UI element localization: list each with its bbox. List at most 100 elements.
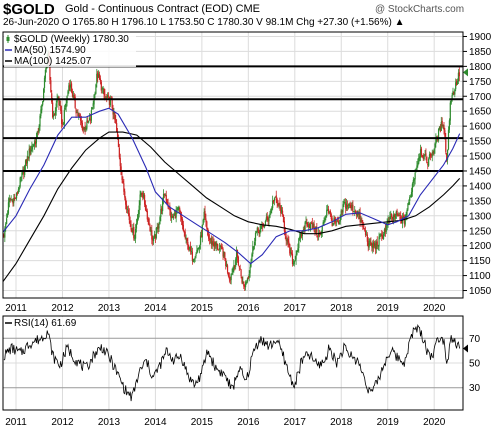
candle-body (419, 156, 421, 159)
price-panel-frame (2, 31, 464, 299)
candle-body (318, 233, 321, 235)
candle-body (205, 218, 207, 222)
candle-body (391, 216, 394, 220)
candle-body (325, 215, 327, 219)
candle-body (290, 252, 293, 254)
candle-body (55, 103, 57, 112)
rsi-x-tick-label: 2015 (191, 417, 214, 428)
candle-body (63, 109, 65, 125)
candle-body (163, 193, 166, 195)
candle-body (286, 239, 288, 242)
candle-body (327, 209, 329, 211)
candle-body (191, 251, 193, 262)
candle-body (85, 127, 87, 130)
candle-body (243, 281, 245, 287)
candle-body (72, 95, 74, 98)
candle-body (104, 93, 106, 97)
candle-body (324, 218, 326, 223)
candle-body (231, 273, 233, 275)
candle-body (216, 244, 218, 247)
price-x-tick-label: 2018 (330, 303, 353, 314)
candle-body (296, 250, 298, 255)
candle-body (88, 120, 90, 123)
candle-body (162, 199, 164, 212)
candle-body (258, 231, 260, 235)
candle-body (215, 242, 217, 246)
candle-body (380, 234, 382, 236)
rsi-x-tick-label: 2014 (144, 417, 167, 428)
candle-body (418, 157, 420, 164)
candle-body (226, 264, 228, 267)
candle-body (437, 129, 440, 141)
price-y-tick-label: 1550 (469, 137, 492, 148)
candle-body (424, 153, 426, 156)
candle-body (314, 231, 316, 233)
price-x-tick-label: 2012 (51, 303, 74, 314)
candle-body (374, 243, 377, 250)
candle-body (228, 276, 230, 280)
candle-body (98, 74, 101, 80)
candle-body (343, 202, 345, 204)
candle-body (162, 193, 165, 200)
candle-body (391, 214, 393, 218)
candle-body (304, 222, 306, 230)
candle-body (49, 65, 51, 81)
candle-body (250, 261, 252, 267)
candle-body (86, 120, 88, 129)
rsi-x-tick-label: 2018 (330, 417, 353, 428)
candle-body (368, 242, 370, 248)
candle-body (290, 252, 292, 254)
candle-body (165, 194, 167, 201)
candle-body (126, 209, 129, 210)
candle-body (327, 209, 330, 213)
candle-body (210, 237, 212, 245)
candle-body (396, 210, 398, 215)
candle-body (222, 248, 224, 257)
candle-body (96, 73, 98, 84)
candle-body (6, 218, 8, 225)
candle-body (338, 222, 340, 225)
candle-body (218, 248, 221, 250)
price-legend-label: MA(50) 1574.90 (14, 45, 86, 56)
candle-body (366, 234, 368, 242)
candle-body (397, 214, 399, 217)
candle-body (151, 230, 153, 240)
candle-body (409, 197, 411, 201)
candle-body (426, 156, 428, 164)
candle-body (408, 201, 410, 205)
candle-body (246, 278, 249, 282)
ma100-line (2, 131, 461, 282)
candle-body (121, 175, 123, 180)
candle-body (125, 204, 128, 210)
candle-body (453, 91, 455, 95)
candle-body (319, 234, 322, 236)
rsi-line (3, 324, 461, 402)
candle-body (185, 237, 187, 239)
candle-body (359, 212, 361, 223)
candle-body (335, 221, 337, 223)
candle-body (167, 202, 169, 208)
price-y-tick-label: 1100 (469, 271, 491, 282)
candle-body (174, 214, 176, 219)
price-panel-background (3, 32, 463, 298)
candle-body (29, 148, 31, 153)
candle-body (152, 238, 154, 241)
candle-body (313, 223, 315, 231)
price-x-tick-label: 2015 (191, 303, 214, 314)
candle-body (454, 89, 456, 95)
candle-body (365, 234, 368, 236)
candle-body (275, 195, 277, 200)
candle-body (80, 120, 83, 124)
candle-body (297, 248, 299, 251)
candle-body (147, 218, 149, 220)
candle-body (239, 268, 241, 270)
candle-body (230, 273, 232, 280)
candle-body (136, 218, 138, 223)
candle-body (268, 218, 270, 222)
candle-body (336, 220, 338, 222)
candle-body (407, 203, 409, 210)
candle-body (358, 212, 360, 215)
ma50-line (2, 107, 461, 265)
candle-body (321, 226, 323, 234)
